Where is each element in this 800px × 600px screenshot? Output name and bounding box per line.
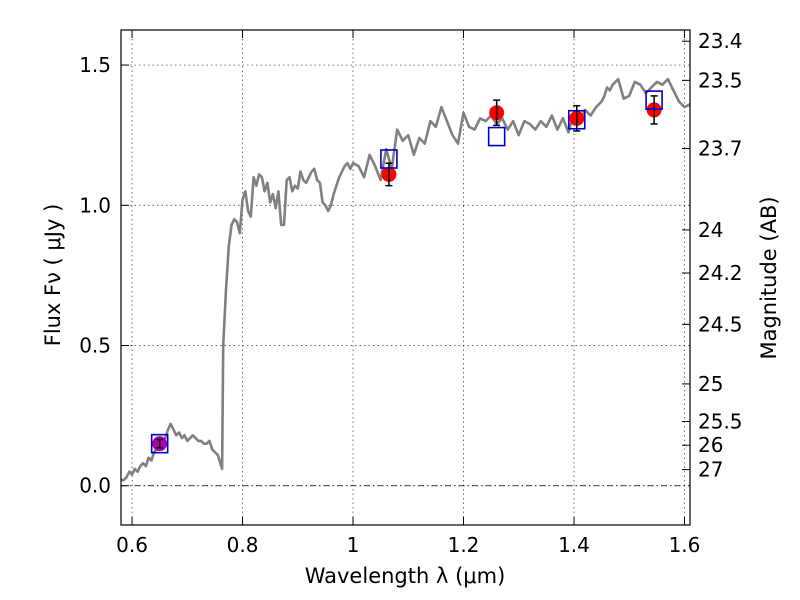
grid — [121, 30, 690, 525]
y-ticks: 0.0 0.5 1.0 1.5 — [79, 53, 129, 498]
mag-tick-label: 24.5 — [698, 312, 743, 336]
y-tick-label: 1.5 — [79, 53, 111, 77]
x-tick-label: 1.2 — [448, 533, 480, 557]
mag-tick-label: 24.2 — [698, 261, 743, 285]
model-point — [645, 90, 663, 110]
y-tick-label: 0.0 — [79, 474, 111, 498]
x-tick-label: 0.8 — [227, 533, 259, 557]
mag-tick-label: 26 — [698, 433, 723, 457]
axes — [120, 29, 691, 526]
x-tick-label: 0.6 — [116, 533, 148, 557]
x-tick-label: 1.4 — [558, 533, 590, 557]
right-axis-label: Magnitude (AB) — [757, 196, 781, 359]
mag-tick-label: 23.5 — [698, 68, 743, 92]
mag-tick-label: 25 — [698, 372, 723, 396]
x-tick-label: 1 — [347, 533, 360, 557]
mag-tick-label: 23.4 — [698, 29, 743, 53]
mag-tick-label: 25.5 — [698, 409, 743, 433]
model-point — [150, 433, 169, 454]
model-points — [150, 90, 663, 454]
mag-tick-label: 24 — [698, 218, 723, 242]
y-tick-label: 1.0 — [79, 193, 111, 217]
model-point — [380, 149, 398, 169]
observed-points — [152, 95, 662, 452]
x-ticks: 0.6 0.8 1 1.2 1.4 1.6 — [116, 30, 700, 557]
model-spectrum-line — [121, 77, 691, 482]
y-axis-label: Flux Fν ( μJy ) — [41, 204, 65, 347]
model-point — [487, 126, 506, 147]
mag-tick-label: 27 — [698, 458, 723, 482]
model-point — [567, 109, 586, 130]
plot-frame — [120, 29, 691, 526]
model-spectrum — [121, 77, 691, 482]
x-tick-label: 1.6 — [669, 533, 701, 557]
x-axis-label: Wavelength λ (μm) — [305, 564, 506, 588]
y-tick-label: 0.5 — [79, 334, 111, 358]
mag-tick-label: 23.7 — [698, 137, 743, 161]
